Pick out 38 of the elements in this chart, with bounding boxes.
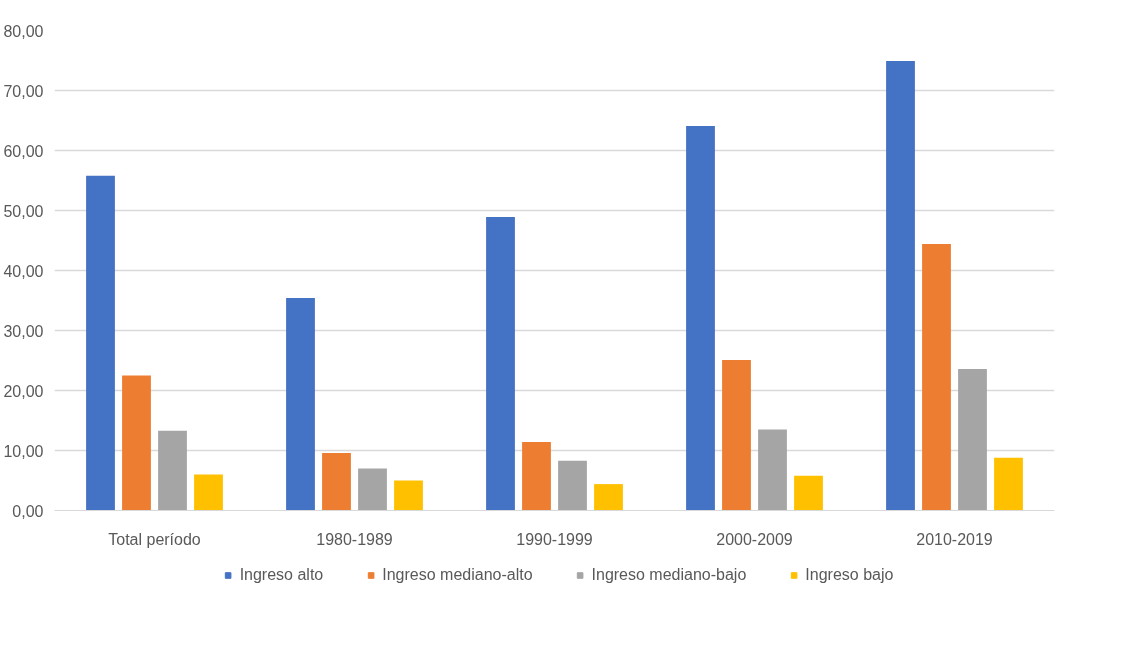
y-tick-label: 50,00 [3,202,44,220]
x-tick-label: Total período [108,530,201,548]
bar [394,480,423,511]
bar [558,460,587,511]
x-tick-label: 1980-1989 [316,530,393,548]
bar [158,430,187,511]
y-tick-label: 40,00 [3,262,44,280]
legend-label: Ingreso bajo [805,566,894,584]
bar [522,442,551,511]
y-tick-label: 80,00 [3,22,44,40]
bar [886,61,915,511]
bar [958,368,987,511]
y-tick-label: 20,00 [3,382,44,400]
legend-label: Ingreso mediano-bajo [591,566,747,584]
y-tick-label: 30,00 [3,322,44,340]
bar [322,452,351,511]
bar [86,175,115,511]
y-tick-label: 0,00 [12,502,44,520]
x-tick-label: 2010-2019 [916,530,993,548]
y-tick-label: 10,00 [3,442,44,460]
bar [794,475,823,511]
bar [994,457,1023,511]
bar [722,359,751,511]
bar [486,217,515,511]
bar [594,484,623,511]
bar [194,474,223,511]
y-tick-label: 60,00 [3,142,44,160]
bar [686,125,715,511]
bar [922,244,951,511]
bar [358,468,387,511]
bar [286,298,315,511]
y-tick-label: 70,00 [3,82,44,100]
bar [758,429,787,511]
x-tick-label: 2000-2009 [716,530,793,548]
x-tick-label: 1990-1999 [516,530,593,548]
legend-label: Ingreso alto [239,566,324,584]
bar [122,375,151,511]
legend-label: Ingreso mediano-alto [382,566,533,584]
